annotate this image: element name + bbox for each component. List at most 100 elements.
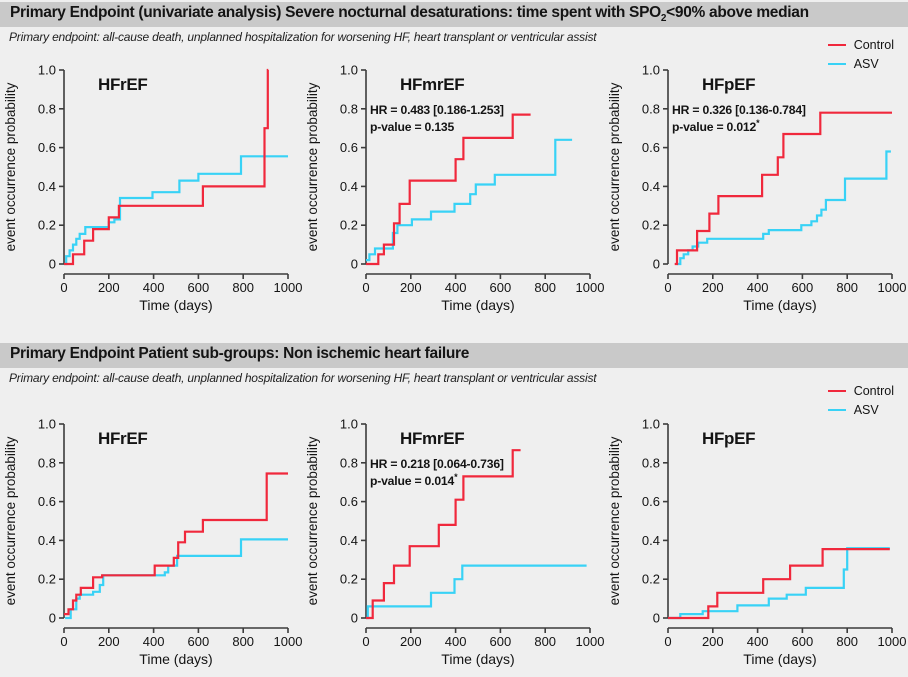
chart-hfmref-panel2: 0 0.2 0.4 0.6 0.8 1.0 0 200 400 600 800 1000 Time (d… xyxy=(305,417,604,668)
chart-hfref-panel2: 0 0.2 0.4 0.6 0.8 1.0 0 200 400 600 800 1000 Time (d… xyxy=(3,417,302,668)
legend-control-label: Control xyxy=(853,38,894,52)
legend-asv-label: ASV xyxy=(853,57,879,71)
x-tick-label: 600 xyxy=(188,280,210,295)
y-tick-label: 0.6 xyxy=(340,140,358,155)
charts-row-bottom: 0 0.2 0.4 0.6 0.8 1.0 0 200 400 600 800 1000 Time (d… xyxy=(2,406,906,674)
series-control-line xyxy=(668,548,890,620)
y-tick-label: 1.0 xyxy=(340,63,358,78)
chart-title: HFpEF xyxy=(702,429,755,448)
significance-star: * xyxy=(454,472,458,482)
y-tick-label: 0.6 xyxy=(642,494,660,509)
x-tick-label: 200 xyxy=(400,634,422,649)
y-tick-label: 0 xyxy=(653,257,660,272)
x-tick-label: 1000 xyxy=(274,280,302,295)
series-control-line xyxy=(64,472,288,616)
chart-title: HFmrEF xyxy=(400,429,464,448)
series-asv-line xyxy=(668,547,890,620)
panel1-title-pre: Primary Endpoint (univariate analysis) S… xyxy=(10,4,661,22)
x-tick-label: 800 xyxy=(836,280,858,295)
y-axis-label: event occurrence probability xyxy=(3,82,18,251)
y-tick-label: 1.0 xyxy=(642,63,660,78)
chart-title: HFrEF xyxy=(98,429,148,448)
y-tick-label: 0.6 xyxy=(642,140,660,155)
x-tick-label: 800 xyxy=(232,280,254,295)
panel1-title: Primary Endpoint (univariate analysis) S… xyxy=(10,4,809,24)
panel1-legend: Control ASV xyxy=(827,38,894,71)
x-tick-label: 200 xyxy=(98,280,120,295)
legend-asv-label: ASV xyxy=(853,403,879,417)
y-tick-label: 0.4 xyxy=(38,533,56,548)
panel2-title-band: Primary Endpoint Patient sub-groups: Non… xyxy=(0,343,908,368)
chart-title: HFmrEF xyxy=(400,75,464,94)
y-axis-label: event occurrence probability xyxy=(305,82,320,251)
x-tick-label: 400 xyxy=(445,634,467,649)
x-tick-label: 0 xyxy=(60,280,67,295)
x-tick-label: 200 xyxy=(400,280,422,295)
panel2-legend: Control ASV xyxy=(827,384,894,417)
series-asv-line xyxy=(366,138,573,262)
y-tick-label: 1.0 xyxy=(642,417,660,432)
x-tick-label: 400 xyxy=(747,280,769,295)
panel1-title-band: Primary Endpoint (univariate analysis) S… xyxy=(0,2,908,27)
x-tick-label: 400 xyxy=(143,634,165,649)
x-tick-label: 0 xyxy=(362,280,369,295)
legend-item-asv: ASV xyxy=(827,403,894,417)
x-tick-label: 200 xyxy=(702,634,724,649)
y-axis-label: event occurrence probability xyxy=(607,436,622,605)
y-tick-label: 0.2 xyxy=(340,572,358,587)
y-tick-label: 1.0 xyxy=(38,417,56,432)
y-tick-label: 0 xyxy=(351,611,358,626)
legend-item-asv: ASV xyxy=(827,57,894,71)
significance-star: * xyxy=(756,118,760,128)
x-tick-label: 800 xyxy=(534,634,556,649)
y-tick-label: 0.8 xyxy=(642,455,660,470)
y-axis-label: event occurrence probability xyxy=(3,436,18,605)
series-asv-line xyxy=(366,564,587,620)
x-tick-label: 600 xyxy=(490,280,512,295)
chart-title: HFpEF xyxy=(702,75,755,94)
y-axis-label: event occurrence probability xyxy=(305,436,320,605)
chart-title: HFrEF xyxy=(98,75,148,94)
y-tick-label: 0.2 xyxy=(38,572,56,587)
x-tick-label: 600 xyxy=(792,634,814,649)
legend-control-label: Control xyxy=(853,384,894,398)
x-tick-label: 800 xyxy=(836,634,858,649)
x-tick-label: 0 xyxy=(664,280,671,295)
p-value-annotation: p-value = 0.014* xyxy=(370,472,458,488)
legend-item-control: Control xyxy=(827,384,894,398)
panel2-subtitle: Primary endpoint: all-cause death, unpla… xyxy=(9,371,597,385)
series-asv-line xyxy=(677,150,891,266)
x-axis-label: Time (days) xyxy=(441,651,514,667)
series-control-line xyxy=(674,111,892,266)
hr-annotation: HR = 0.326 [0.136-0.784] xyxy=(672,103,806,117)
hr-annotation: HR = 0.483 [0.186-1.253] xyxy=(370,103,504,117)
series-asv-line xyxy=(65,538,288,620)
series-control-line xyxy=(366,449,521,620)
y-tick-label: 0.6 xyxy=(38,140,56,155)
x-tick-label: 0 xyxy=(362,634,369,649)
chart-hfref-panel1: 0 0.2 0.4 0.6 0.8 1.0 0 200 400 600 800 1000 Time (d… xyxy=(3,63,302,314)
p-value-annotation: p-value = 0.135 xyxy=(370,120,454,134)
y-tick-label: 0.8 xyxy=(38,101,56,116)
control-line-swatch xyxy=(827,389,846,393)
x-tick-label: 200 xyxy=(98,634,120,649)
x-tick-label: 1000 xyxy=(878,280,906,295)
y-tick-label: 0.2 xyxy=(340,218,358,233)
hr-annotation: HR = 0.218 [0.064-0.736] xyxy=(370,457,504,471)
chart-hfpef-panel2: 0 0.2 0.4 0.6 0.8 1.0 0 200 400 600 800 1000 Time (d… xyxy=(607,417,906,668)
y-tick-label: 1.0 xyxy=(340,417,358,432)
asv-line-swatch xyxy=(827,408,846,412)
x-tick-label: 800 xyxy=(534,280,556,295)
x-tick-label: 600 xyxy=(490,634,512,649)
x-axis-label: Time (days) xyxy=(441,297,514,313)
panel1-subtitle: Primary endpoint: all-cause death, unpla… xyxy=(9,30,597,44)
x-tick-label: 0 xyxy=(664,634,671,649)
series-control-line xyxy=(64,68,269,266)
asv-line-swatch xyxy=(827,62,846,66)
y-tick-label: 0 xyxy=(49,257,56,272)
y-tick-label: 0.4 xyxy=(642,179,660,194)
y-tick-label: 0.8 xyxy=(38,455,56,470)
charts-row-top: 0 0.2 0.4 0.6 0.8 1.0 0 200 400 600 800 1000 Time (d… xyxy=(2,52,906,320)
panel1-title-subscript: 2 xyxy=(660,13,667,25)
